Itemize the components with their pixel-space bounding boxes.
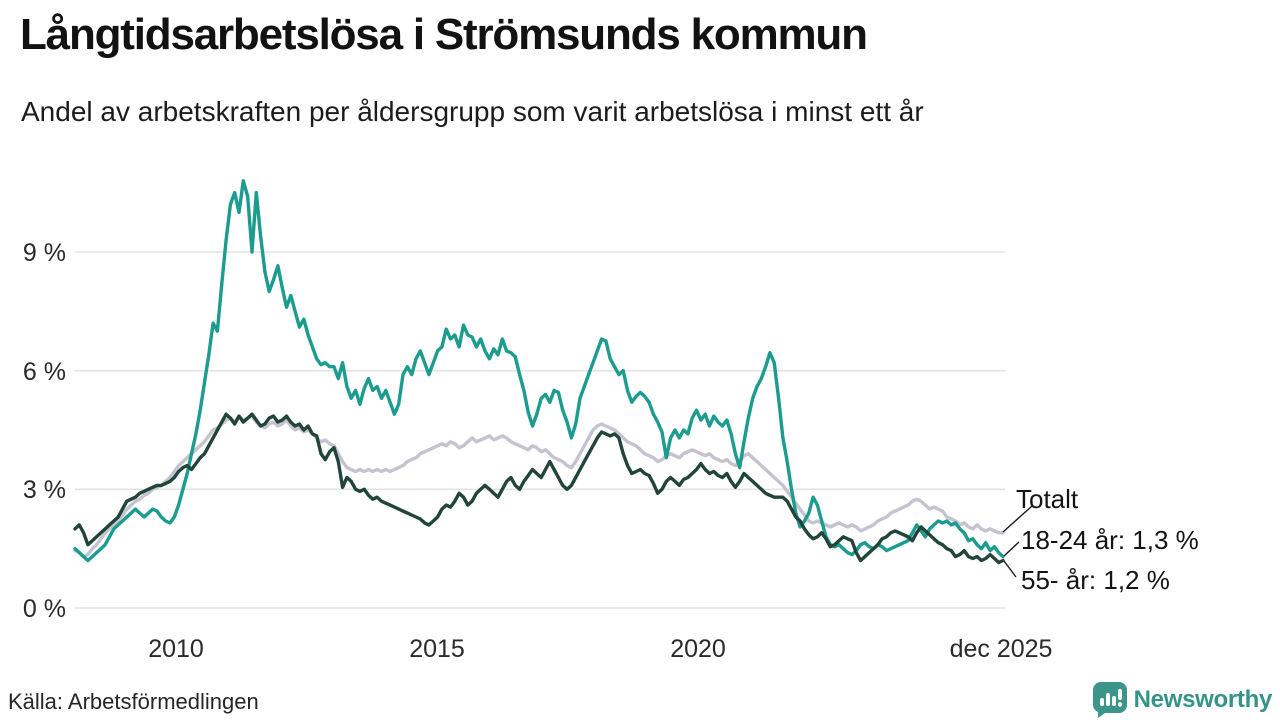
leader-line-18-24 — [1003, 541, 1020, 557]
x-tick-label-2020: 2020 — [670, 635, 726, 663]
source-note: Källa: Arbetsförmedlingen — [8, 689, 259, 714]
y-tick-label-6: 6 % — [23, 358, 66, 386]
series-lines-group — [73, 179, 1005, 565]
x-tick-label-dec-2025: dec 2025 — [950, 635, 1053, 663]
newsworthy-logo-icon — [1092, 682, 1127, 718]
x-tick-label-2010: 2010 — [148, 635, 204, 663]
y-tick-label-3: 3 % — [23, 476, 66, 504]
brand-name: Newsworthy — [1133, 686, 1273, 713]
series-line-55 — [73, 412, 1005, 565]
leader-line-55 — [1003, 560, 1017, 578]
page-title: Långtidsarbetslösa i Strömsunds kommun — [20, 10, 868, 59]
y-tick-label-0: 0 % — [23, 595, 66, 623]
series-label-18-24: 18-24 år: 1,3 % — [1021, 525, 1199, 555]
series-line-18-24 — [73, 179, 1005, 563]
series-label-totalt: Totalt — [1016, 484, 1079, 514]
page-subtitle: Andel av arbetskraften per åldersgrupp s… — [21, 96, 924, 127]
series-label-55: 55- år: 1,2 % — [1021, 565, 1170, 595]
brand-lockup: Newsworthy — [1092, 682, 1273, 718]
x-tick-label-2015: 2015 — [409, 635, 465, 663]
y-tick-label-9: 9 % — [23, 239, 66, 267]
leader-line-totalt — [1002, 505, 1033, 533]
